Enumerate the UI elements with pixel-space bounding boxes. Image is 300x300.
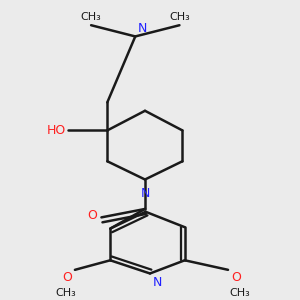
Text: N: N bbox=[138, 22, 148, 35]
Text: O: O bbox=[62, 271, 72, 284]
Text: O: O bbox=[87, 209, 97, 223]
Text: CH₃: CH₃ bbox=[56, 288, 76, 298]
Text: O: O bbox=[231, 271, 241, 284]
Text: N: N bbox=[153, 276, 162, 289]
Text: HO: HO bbox=[47, 124, 66, 137]
Text: CH₃: CH₃ bbox=[230, 288, 250, 298]
Text: N: N bbox=[140, 187, 150, 200]
Text: CH₃: CH₃ bbox=[169, 12, 190, 22]
Text: CH₃: CH₃ bbox=[81, 12, 101, 22]
